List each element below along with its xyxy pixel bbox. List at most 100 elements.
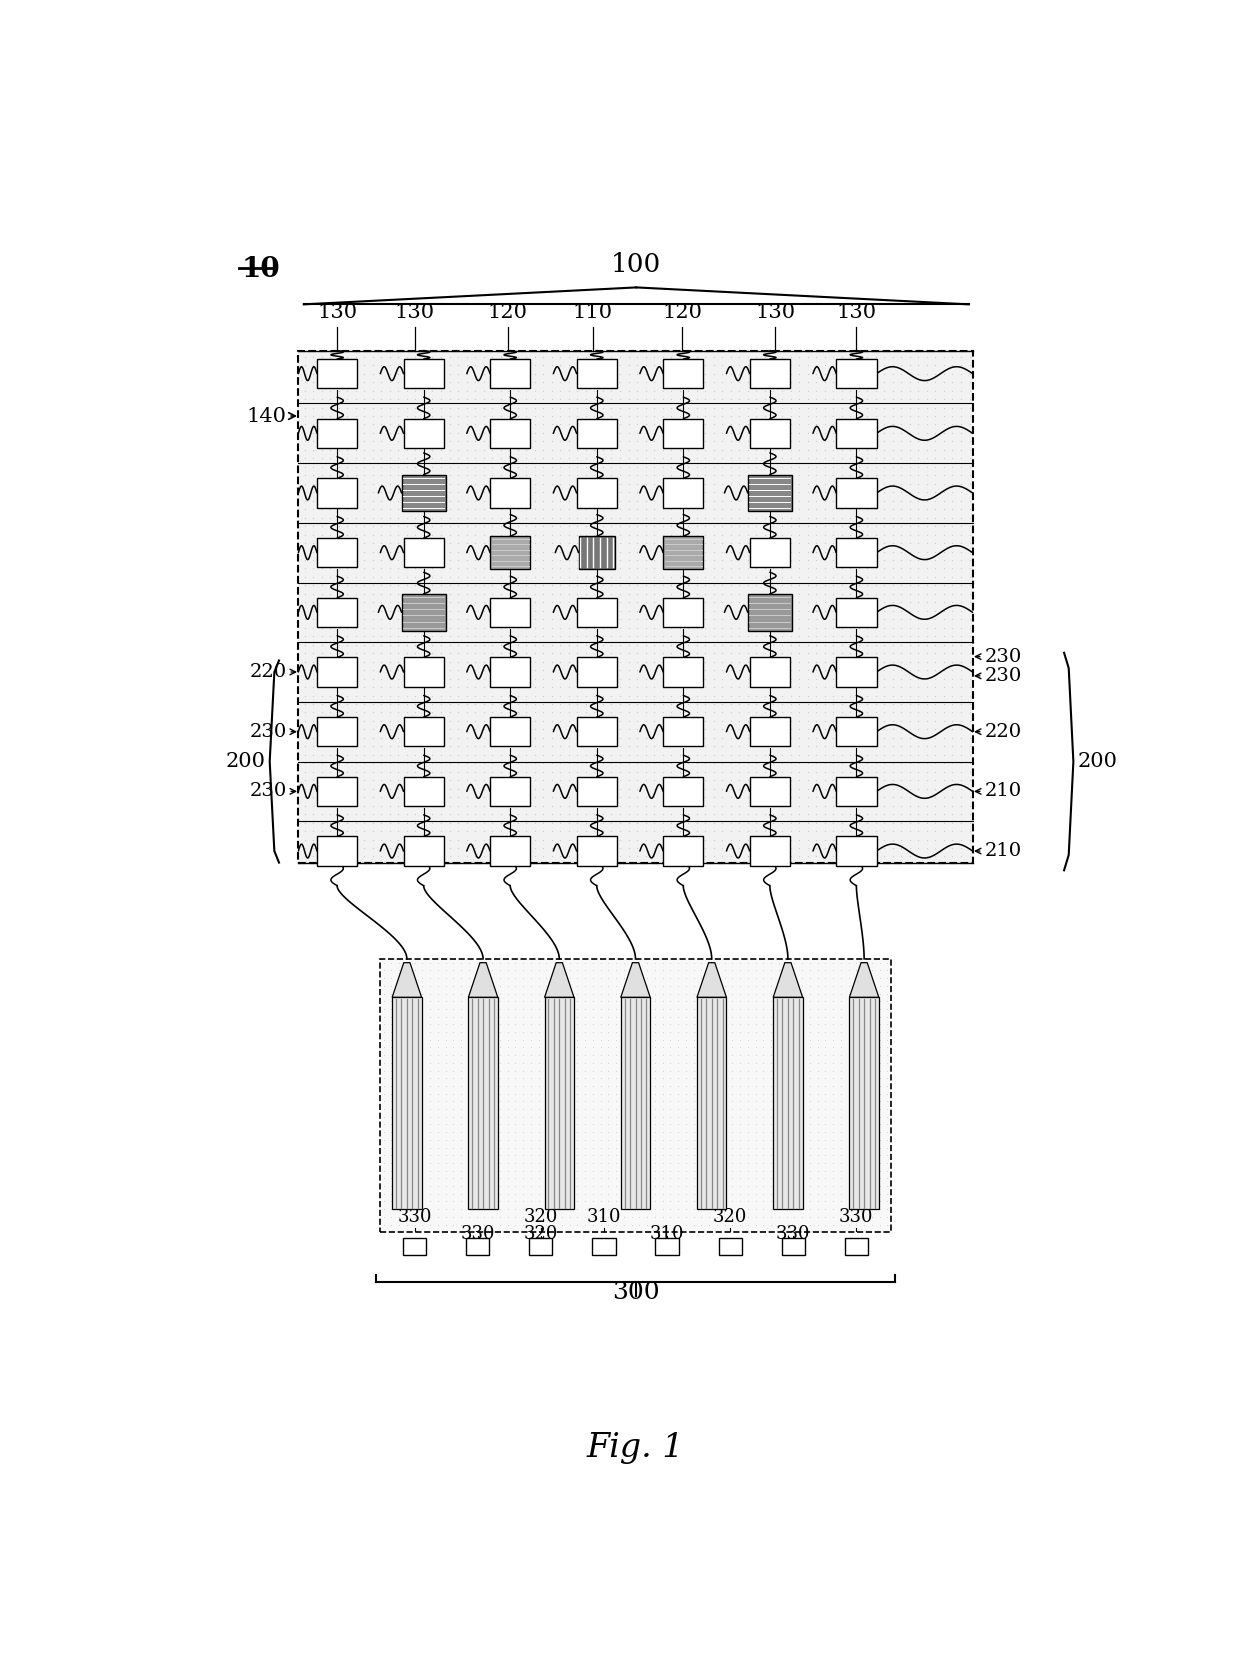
Bar xyxy=(317,658,357,686)
Text: 330: 330 xyxy=(397,1207,432,1226)
Text: 120: 120 xyxy=(662,302,702,322)
Bar xyxy=(718,1239,742,1256)
Bar xyxy=(490,658,531,686)
Text: 330: 330 xyxy=(839,1207,874,1226)
Text: 220: 220 xyxy=(985,723,1022,741)
Bar xyxy=(490,598,531,626)
Bar xyxy=(403,538,444,568)
Bar xyxy=(663,777,703,807)
Polygon shape xyxy=(469,962,497,997)
Bar xyxy=(490,837,531,865)
Bar xyxy=(403,419,444,448)
Bar xyxy=(750,359,790,389)
Bar xyxy=(836,777,877,807)
Bar xyxy=(836,598,877,626)
Bar xyxy=(317,419,357,448)
Bar xyxy=(317,716,357,746)
Bar xyxy=(836,359,877,389)
Text: 320: 320 xyxy=(713,1207,748,1226)
Bar xyxy=(663,359,703,389)
Bar xyxy=(317,777,357,807)
Bar xyxy=(317,359,357,389)
Bar xyxy=(836,716,877,746)
Bar xyxy=(403,837,444,865)
Text: 120: 120 xyxy=(487,302,528,322)
Bar xyxy=(490,777,531,807)
Bar xyxy=(490,359,531,389)
Text: 230: 230 xyxy=(249,782,286,800)
Polygon shape xyxy=(774,962,802,997)
Bar xyxy=(490,478,531,508)
Polygon shape xyxy=(697,962,727,997)
Text: Fig. 1: Fig. 1 xyxy=(587,1431,684,1465)
Text: 10: 10 xyxy=(242,256,280,282)
Text: 230: 230 xyxy=(985,648,1022,666)
Bar xyxy=(750,716,790,746)
Text: 310: 310 xyxy=(650,1226,684,1242)
Polygon shape xyxy=(621,962,650,997)
Text: 300: 300 xyxy=(611,1281,660,1304)
Text: 130: 130 xyxy=(755,302,795,322)
Bar xyxy=(577,598,618,626)
Bar xyxy=(748,474,792,511)
Bar xyxy=(544,997,574,1209)
Bar xyxy=(750,658,790,686)
Polygon shape xyxy=(849,962,879,997)
Text: 100: 100 xyxy=(611,252,661,277)
Bar xyxy=(656,1239,678,1256)
Text: 200: 200 xyxy=(1078,752,1117,772)
Bar xyxy=(392,997,422,1209)
Bar xyxy=(577,777,618,807)
Text: 230: 230 xyxy=(985,666,1022,685)
Bar xyxy=(750,538,790,568)
Text: 330: 330 xyxy=(776,1226,811,1242)
Text: 210: 210 xyxy=(985,842,1022,860)
Bar xyxy=(849,997,879,1209)
Bar xyxy=(663,478,703,508)
Bar xyxy=(697,997,727,1209)
Bar xyxy=(750,837,790,865)
Bar xyxy=(403,716,444,746)
Bar xyxy=(750,419,790,448)
Bar xyxy=(577,478,618,508)
Bar xyxy=(663,716,703,746)
Bar xyxy=(577,716,618,746)
Bar xyxy=(748,595,792,631)
Text: 320: 320 xyxy=(523,1207,558,1226)
Bar xyxy=(466,1239,490,1256)
Bar xyxy=(836,837,877,865)
Bar xyxy=(663,658,703,686)
Polygon shape xyxy=(544,962,574,997)
Text: 130: 130 xyxy=(317,302,357,322)
Bar xyxy=(750,777,790,807)
Text: 140: 140 xyxy=(247,406,286,426)
Bar xyxy=(403,658,444,686)
Bar xyxy=(577,359,618,389)
Text: 330: 330 xyxy=(460,1226,495,1242)
Bar xyxy=(663,419,703,448)
Bar xyxy=(836,478,877,508)
Bar xyxy=(490,536,531,569)
Bar xyxy=(317,598,357,626)
Bar xyxy=(403,777,444,807)
Text: 210: 210 xyxy=(985,782,1022,800)
Polygon shape xyxy=(392,962,422,997)
Bar xyxy=(490,419,531,448)
Bar xyxy=(577,658,618,686)
Text: 130: 130 xyxy=(836,302,877,322)
Bar xyxy=(299,351,972,863)
Bar xyxy=(402,474,445,511)
Bar xyxy=(577,419,618,448)
Bar xyxy=(579,536,615,569)
Bar xyxy=(317,538,357,568)
Bar xyxy=(317,478,357,508)
Bar xyxy=(379,959,892,1232)
Bar xyxy=(403,1239,427,1256)
Bar xyxy=(774,997,802,1209)
Bar xyxy=(836,419,877,448)
Bar xyxy=(663,536,703,569)
Bar xyxy=(781,1239,805,1256)
Bar xyxy=(663,837,703,865)
Text: 320: 320 xyxy=(523,1226,558,1242)
Bar xyxy=(402,595,445,631)
